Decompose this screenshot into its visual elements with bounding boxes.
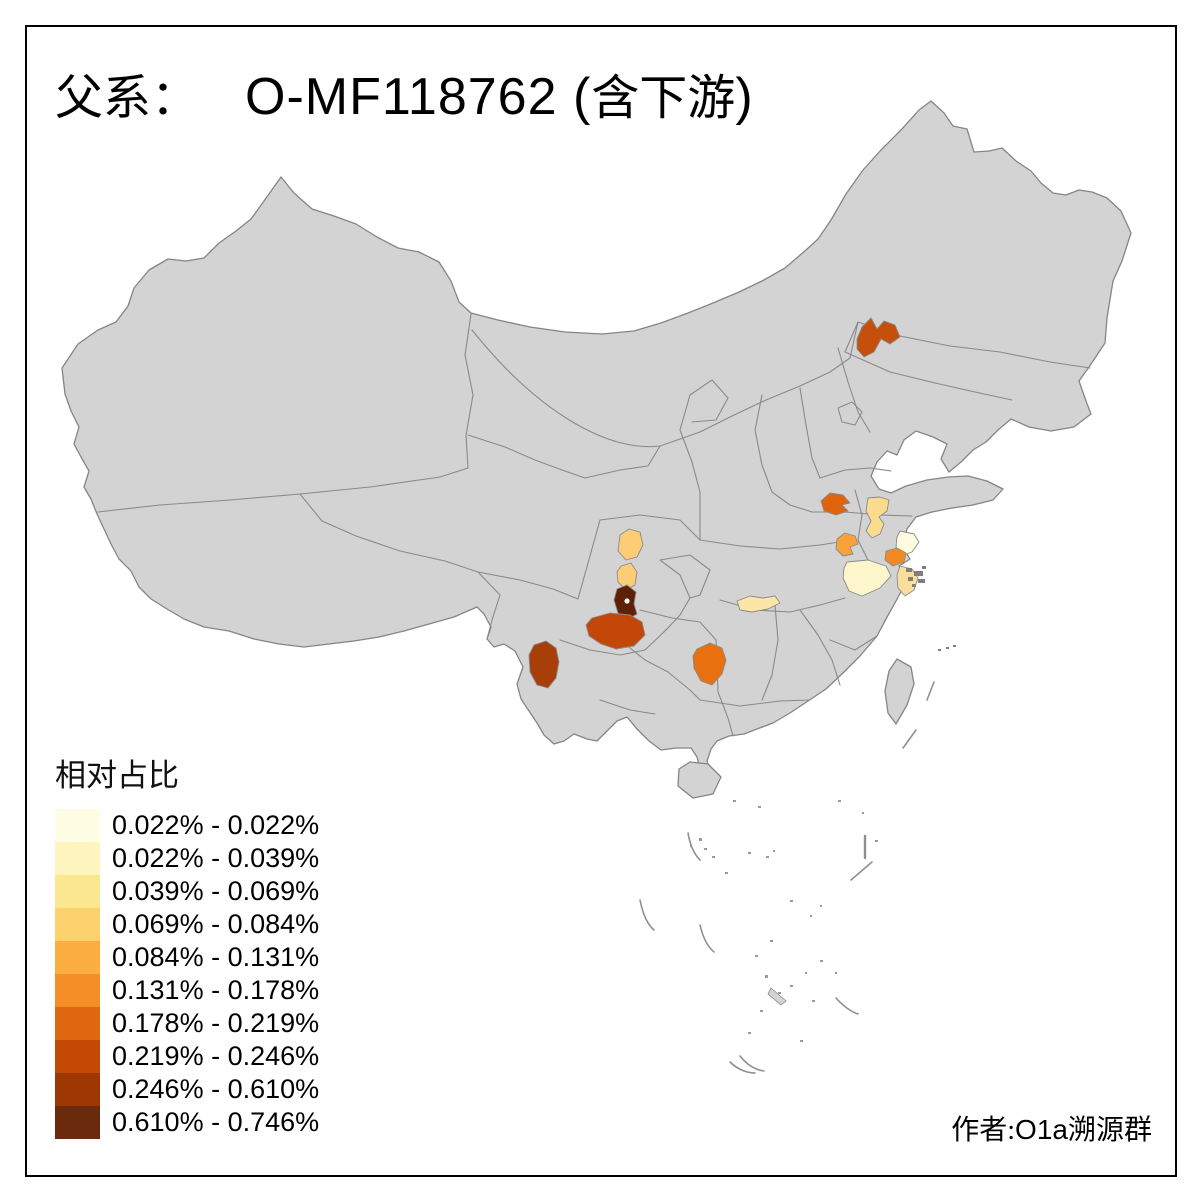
region-zhejiang-coast [896, 565, 919, 597]
legend-row: 0.178% - 0.219% [55, 1007, 319, 1040]
legend-label: 0.069% - 0.084% [112, 909, 320, 939]
chengdu-city-hole [624, 598, 630, 604]
legend-swatch [55, 974, 100, 1007]
region-northeast-liaoning [856, 317, 901, 358]
china-mainland-outline [61, 100, 1132, 774]
author-group-name: 溯源群 [1067, 1115, 1152, 1146]
legend-swatch [55, 809, 100, 842]
title-prefix: 父系： [55, 72, 200, 125]
region-jiangsu-central [865, 496, 890, 539]
nine-dash-segments [639, 681, 935, 1074]
region-hunan-west [692, 642, 727, 686]
map-title: 父系： O-MF118762 (含下游) [55, 58, 754, 128]
legend: 相对占比 0.022% - 0.022% 0.022% - 0.039% 0.039… [55, 750, 319, 1139]
legend-label: 0.022% - 0.022% [112, 810, 320, 840]
region-sichuan-north-upper [617, 528, 644, 561]
title-haplogroup-code: O-MF118762 ( [245, 68, 592, 126]
legend-label: 0.131% - 0.178% [112, 975, 320, 1005]
legend-row: 0.022% - 0.022% [55, 809, 319, 842]
legend-swatch [55, 875, 100, 908]
taiwan-island [884, 658, 915, 725]
region-yunnan-central [528, 640, 560, 689]
legend-swatch [55, 1073, 100, 1106]
legend-row: 0.022% - 0.039% [55, 842, 319, 875]
title-suffix-cjk: 含下游 [591, 72, 736, 125]
legend-label: 0.610% - 0.746% [112, 1107, 320, 1137]
legend-rows: 0.022% - 0.022% 0.022% - 0.039% 0.039% - 0… [55, 809, 319, 1139]
legend-title: 相对占比 [55, 758, 179, 793]
legend-swatch [55, 842, 100, 875]
region-south-jiangsu-pale [842, 559, 892, 597]
region-jiangsu-coast [895, 530, 920, 557]
author-label: 作者: [951, 1115, 1016, 1146]
legend-label: 0.084% - 0.131% [112, 942, 320, 972]
legend-row: 0.219% - 0.246% [55, 1040, 319, 1073]
author-credit: 作者:O1a溯源群 [951, 1108, 1152, 1148]
author-group-code: O1a [1015, 1114, 1068, 1145]
figure-border [25, 25, 1177, 1177]
region-suzhou-area [884, 547, 907, 567]
legend-row: 0.610% - 0.746% [55, 1106, 319, 1139]
legend-row: 0.131% - 0.178% [55, 974, 319, 1007]
legend-swatch [55, 1106, 100, 1139]
legend-row: 0.084% - 0.131% [55, 941, 319, 974]
region-anhui-north [820, 492, 851, 516]
legend-label: 0.178% - 0.219% [112, 1008, 320, 1038]
legend-swatch [55, 1040, 100, 1073]
legend-label: 0.022% - 0.039% [112, 843, 320, 873]
legend-swatch [55, 941, 100, 974]
region-sichuan-south [585, 612, 646, 650]
legend-row: 0.246% - 0.610% [55, 1073, 319, 1106]
sea-islands [690, 800, 878, 1042]
highlighted-regions [528, 317, 920, 689]
legend-swatch [55, 1007, 100, 1040]
title-suffix-close: ) [735, 68, 754, 126]
legend-row: 0.069% - 0.084% [55, 908, 319, 941]
region-hunan-north-strip [736, 595, 781, 613]
legend-label: 0.039% - 0.069% [112, 876, 320, 906]
hainan-island [677, 761, 722, 799]
region-anhui-central [835, 532, 859, 557]
legend-label: 0.246% - 0.610% [112, 1074, 320, 1104]
legend-row: 0.039% - 0.069% [55, 875, 319, 908]
zhoushan-islands [906, 566, 956, 651]
legend-label: 0.219% - 0.246% [112, 1041, 320, 1071]
legend-swatch [55, 908, 100, 941]
